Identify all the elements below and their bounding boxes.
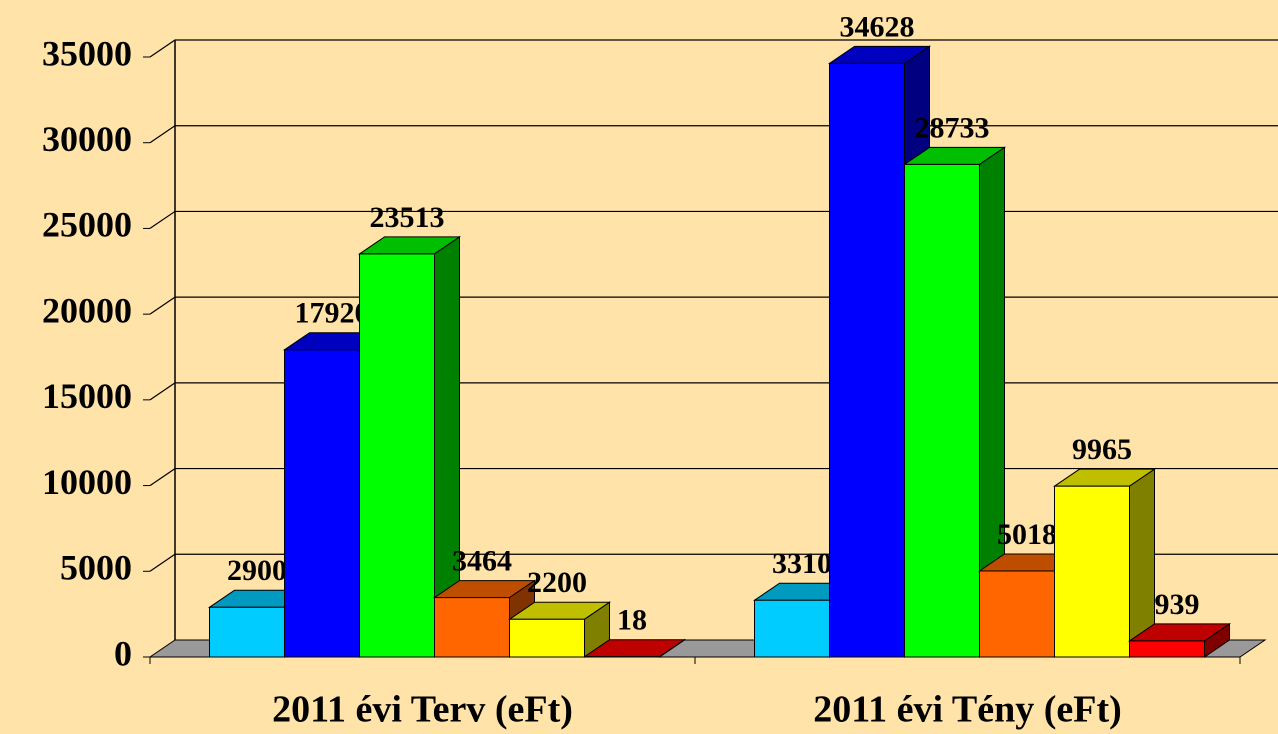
bar bbox=[1129, 640, 1205, 658]
y-tick-label: 5000 bbox=[60, 548, 132, 588]
y-tick-label: 35000 bbox=[42, 33, 132, 73]
data-label: 3464 bbox=[452, 545, 512, 578]
y-tick-label: 0 bbox=[114, 633, 132, 673]
data-label: 17920 bbox=[295, 297, 370, 330]
bar bbox=[904, 163, 980, 658]
grid-line bbox=[149, 39, 1278, 58]
data-label: 2200 bbox=[527, 566, 587, 599]
y-tick-label: 30000 bbox=[42, 119, 132, 159]
x-tick-label: 2011 évi Tény (eFt) bbox=[813, 689, 1122, 731]
bar bbox=[1054, 485, 1130, 658]
data-label: 34628 bbox=[840, 10, 915, 43]
data-label: 5018 bbox=[997, 518, 1057, 551]
bar bbox=[509, 618, 585, 658]
data-label: 2900 bbox=[227, 554, 287, 587]
bar bbox=[209, 606, 285, 658]
data-label: 28733 bbox=[915, 111, 990, 144]
bar bbox=[434, 597, 510, 658]
bar bbox=[359, 253, 435, 658]
bar bbox=[754, 599, 830, 658]
data-label: 9965 bbox=[1072, 433, 1132, 466]
y-tick-label: 20000 bbox=[42, 290, 132, 330]
y-tick-label: 15000 bbox=[42, 376, 132, 416]
y-tick-label: 25000 bbox=[42, 205, 132, 245]
bar bbox=[979, 570, 1055, 658]
y-tick-label: 10000 bbox=[42, 462, 132, 502]
x-tick-label: 2011 évi Terv (eFt) bbox=[272, 689, 573, 731]
data-label: 3310 bbox=[772, 547, 832, 580]
bar bbox=[829, 62, 905, 658]
data-label: 18 bbox=[617, 604, 647, 637]
data-label: 23513 bbox=[370, 201, 445, 234]
bar bbox=[284, 349, 360, 658]
data-label: 939 bbox=[1155, 588, 1200, 621]
